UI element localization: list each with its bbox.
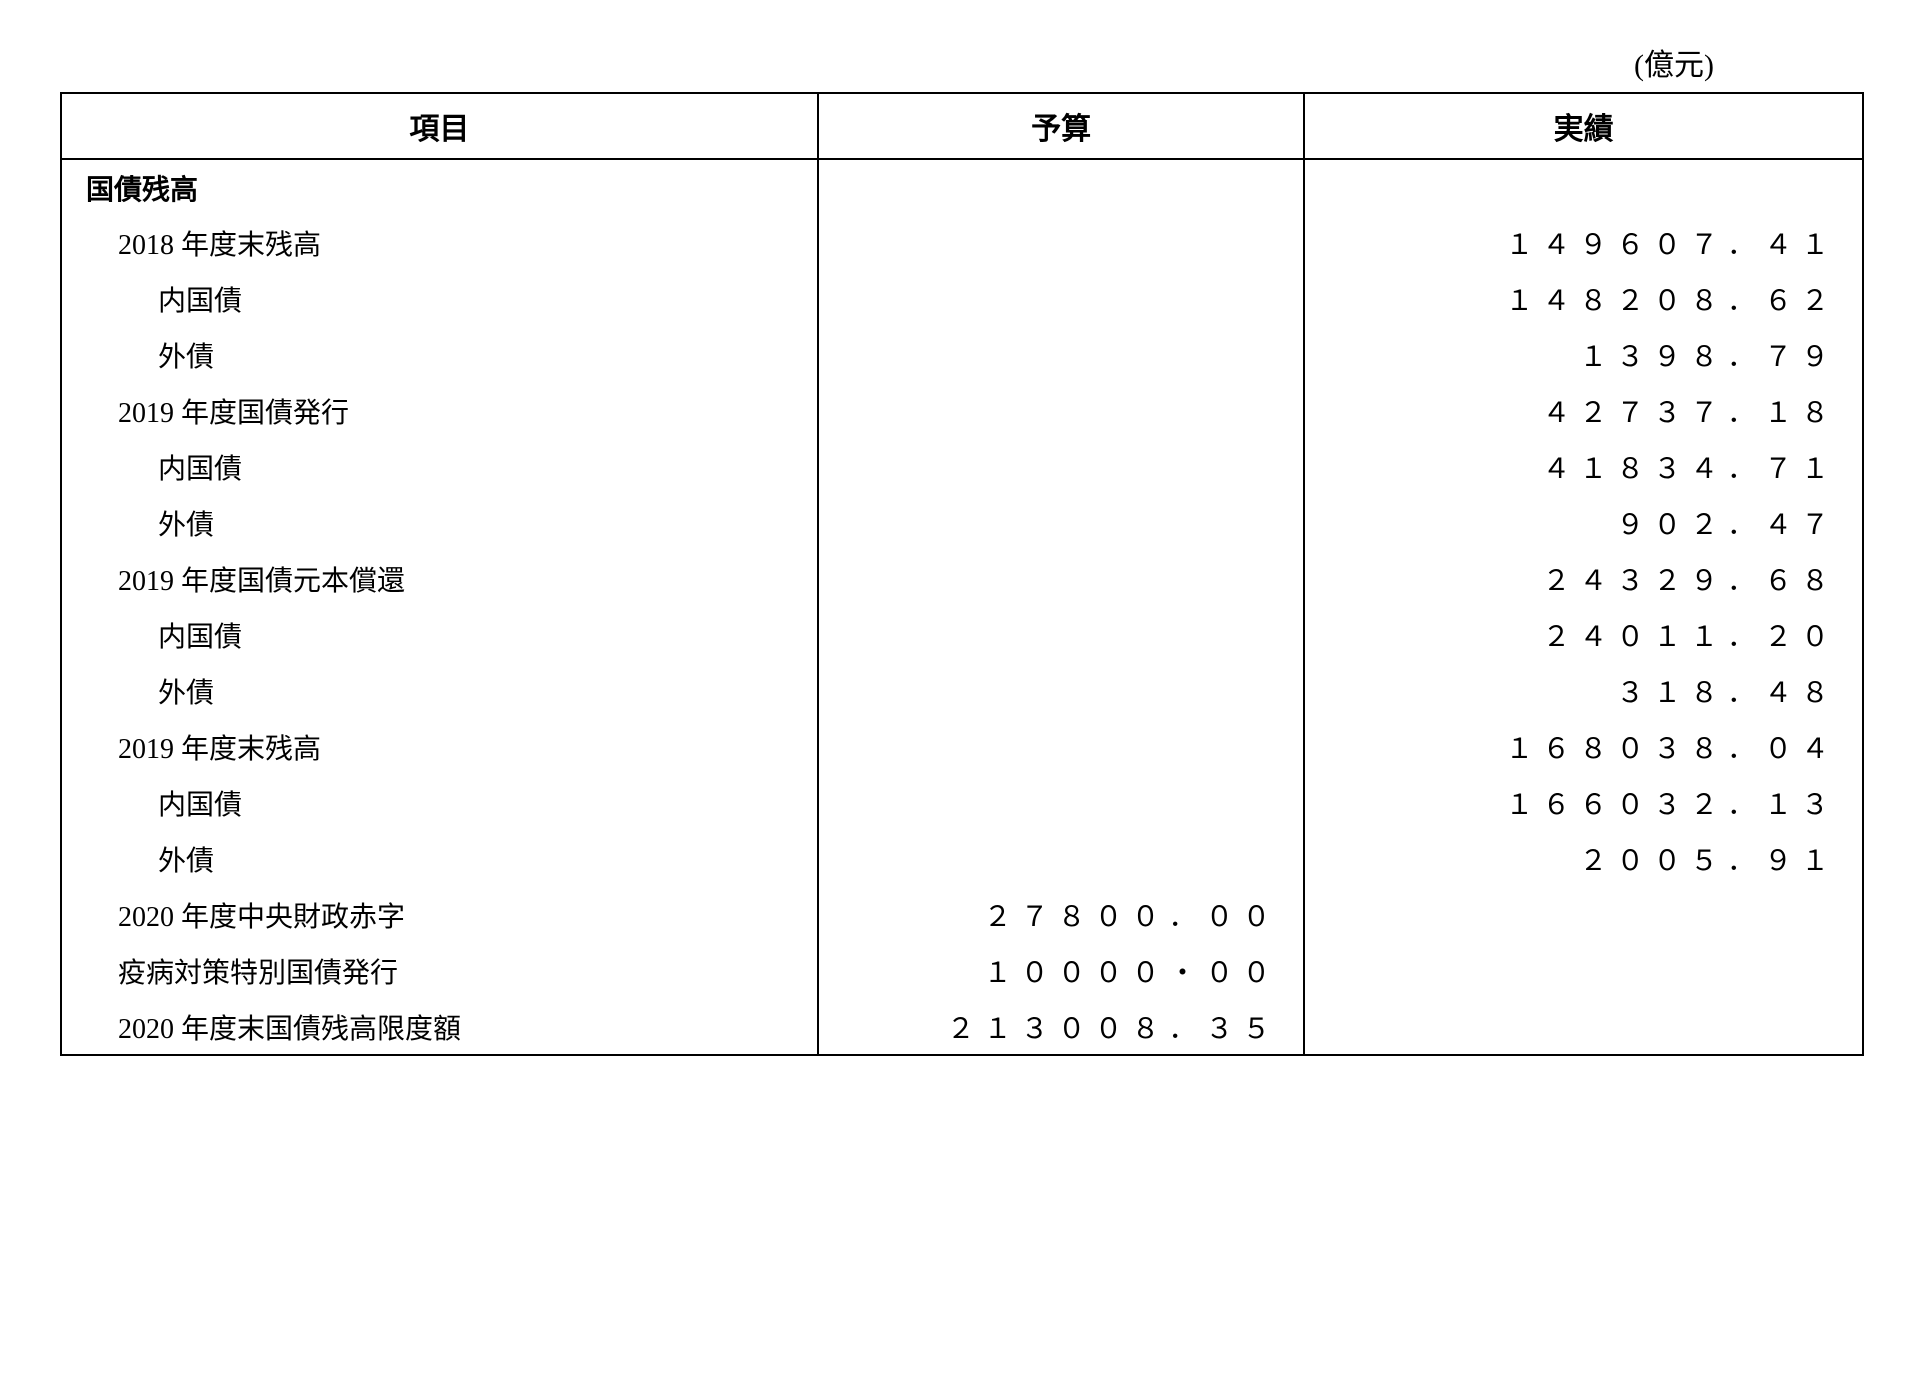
table-row: 2018 年度末残高 １４９６０７．４１ — [61, 215, 1863, 271]
actual-cell: １３９８．７９ — [1304, 327, 1863, 383]
table-row: 2020 年度末国債残高限度額２１３００８．３５ — [61, 999, 1863, 1055]
budget-cell — [818, 271, 1305, 327]
actual-cell — [1304, 943, 1863, 999]
budget-cell — [818, 327, 1305, 383]
actual-cell — [1304, 887, 1863, 943]
table-row: 内国債 ２４０１１．２０ — [61, 607, 1863, 663]
actual-cell: １６８０３８．０４ — [1304, 719, 1863, 775]
item-cell: 内国債 — [61, 271, 818, 327]
table-row: 外債 ２００５．９１ — [61, 831, 1863, 887]
table-row: 内国債 ４１８３４．７１ — [61, 439, 1863, 495]
item-cell: 国債残高 — [61, 159, 818, 215]
item-cell: 2020 年度中央財政赤字 — [61, 887, 818, 943]
budget-cell — [818, 159, 1305, 215]
column-header-item: 項目 — [61, 93, 818, 159]
table-body: 国債残高2018 年度末残高 １４９６０７．４１ 内国債 １４８２０８．６２ 外債 １３９… — [61, 159, 1863, 1055]
debt-balance-table: 項目 予算 実績 国債残高2018 年度末残高 １４９６０７．４１ 内国債 １４８２０… — [60, 92, 1864, 1056]
actual-cell: ４２７３７．１８ — [1304, 383, 1863, 439]
item-cell: 2019 年度国債発行 — [61, 383, 818, 439]
actual-cell: ２４３２９．６８ — [1304, 551, 1863, 607]
actual-cell: １６６０３２．１３ — [1304, 775, 1863, 831]
budget-cell — [818, 439, 1305, 495]
table-row: 内国債 １４８２０８．６２ — [61, 271, 1863, 327]
item-cell: 内国債 — [61, 775, 818, 831]
actual-cell: ４１８３４．７１ — [1304, 439, 1863, 495]
item-cell: 内国債 — [61, 439, 818, 495]
item-cell: 外債 — [61, 831, 818, 887]
table-row: 外債 ９０２．４７ — [61, 495, 1863, 551]
budget-cell: ２７８００．００ — [818, 887, 1305, 943]
budget-cell — [818, 215, 1305, 271]
item-cell: 外債 — [61, 495, 818, 551]
actual-cell: ２００５．９１ — [1304, 831, 1863, 887]
actual-cell: ２４０１１．２０ — [1304, 607, 1863, 663]
item-cell: 2019 年度末残高 — [61, 719, 818, 775]
actual-cell: ９０２．４７ — [1304, 495, 1863, 551]
budget-cell — [818, 607, 1305, 663]
actual-cell: ３１８．４８ — [1304, 663, 1863, 719]
item-cell: 外債 — [61, 327, 818, 383]
budget-cell — [818, 663, 1305, 719]
budget-cell — [818, 495, 1305, 551]
unit-label: (億元) — [60, 40, 1864, 84]
item-cell: 疫病対策特別国債発行 — [61, 943, 818, 999]
actual-cell — [1304, 999, 1863, 1055]
actual-cell: １４８２０８．６２ — [1304, 271, 1863, 327]
budget-cell: １００００・００ — [818, 943, 1305, 999]
table-header-row: 項目 予算 実績 — [61, 93, 1863, 159]
budget-cell — [818, 775, 1305, 831]
table-row: 2019 年度国債発行 ４２７３７．１８ — [61, 383, 1863, 439]
column-header-actual: 実績 — [1304, 93, 1863, 159]
actual-cell — [1304, 159, 1863, 215]
table-row: 2019 年度末残高 １６８０３８．０４ — [61, 719, 1863, 775]
table-row: 外債 １３９８．７９ — [61, 327, 1863, 383]
actual-cell: １４９６０７．４１ — [1304, 215, 1863, 271]
item-cell: 2019 年度国債元本償還 — [61, 551, 818, 607]
table-row: 国債残高 — [61, 159, 1863, 215]
budget-cell — [818, 831, 1305, 887]
table-row: 2019 年度国債元本償還 ２４３２９．６８ — [61, 551, 1863, 607]
item-cell: 2018 年度末残高 — [61, 215, 818, 271]
item-cell: 2020 年度末国債残高限度額 — [61, 999, 818, 1055]
item-cell: 外債 — [61, 663, 818, 719]
budget-cell — [818, 551, 1305, 607]
budget-cell — [818, 383, 1305, 439]
budget-cell — [818, 719, 1305, 775]
item-cell: 内国債 — [61, 607, 818, 663]
column-header-budget: 予算 — [818, 93, 1305, 159]
table-row: 内国債 １６６０３２．１３ — [61, 775, 1863, 831]
table-row: 外債 ３１８．４８ — [61, 663, 1863, 719]
table-row: 疫病対策特別国債発行１００００・００ — [61, 943, 1863, 999]
table-row: 2020 年度中央財政赤字２７８００．００ — [61, 887, 1863, 943]
budget-cell: ２１３００８．３５ — [818, 999, 1305, 1055]
